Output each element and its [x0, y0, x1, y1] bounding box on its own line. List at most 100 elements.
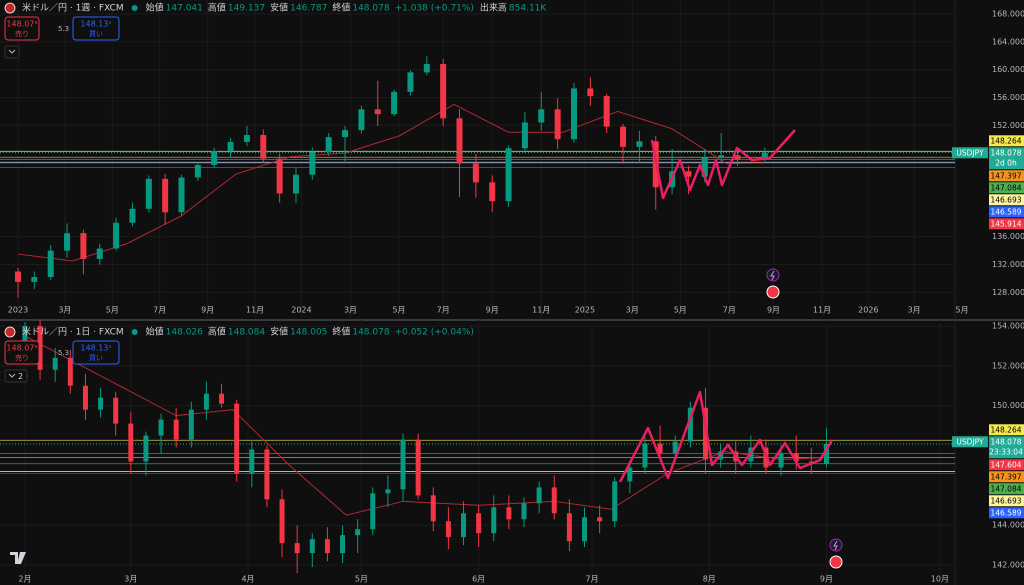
candle-body: [445, 521, 451, 538]
x-tick-label: 5月: [355, 575, 368, 584]
candle-body: [260, 135, 267, 159]
collapse-chevron: [8, 373, 16, 378]
pane: [0, 320, 955, 585]
event-icon[interactable]: [766, 268, 780, 282]
collapse-button[interactable]: [4, 369, 28, 383]
ohlc-label: 終値: [332, 326, 350, 338]
spread: 5.3: [58, 349, 69, 357]
price-tag-bg: [989, 218, 1024, 230]
candle-body: [685, 171, 692, 177]
candle-body: [440, 64, 447, 119]
candle-body: [37, 325, 43, 370]
candle-body: [734, 155, 741, 160]
x-tick-label: 2025: [575, 306, 595, 315]
candle-body: [761, 152, 768, 160]
candle-body: [143, 435, 149, 462]
candle-body: [400, 439, 406, 490]
price-tag: 146.589: [990, 207, 1021, 216]
candle-body: [657, 443, 663, 454]
x-tick-label: 7月: [723, 306, 736, 315]
spread: 5.3: [58, 25, 69, 33]
symbol-icon: [4, 326, 16, 338]
candle-body: [627, 467, 633, 482]
flag-icon[interactable]: [829, 555, 843, 569]
candle-body: [194, 164, 201, 178]
flag-icon[interactable]: [766, 285, 780, 299]
y-tick-label: 156.000: [992, 93, 1024, 102]
logo: [10, 552, 26, 564]
sell-button[interactable]: [4, 340, 40, 365]
y-tick-label: 154.000: [992, 321, 1024, 330]
price-tag-bg: [989, 424, 1024, 436]
candle-body: [276, 158, 283, 194]
candle-body: [423, 64, 430, 73]
drawing[interactable]: [618, 390, 834, 483]
price-tag: 147.084: [990, 183, 1021, 192]
candle-body: [597, 517, 603, 522]
ohlc-label: 始値: [146, 326, 164, 338]
y-tick-label: 128.000: [992, 288, 1024, 297]
candle-body: [702, 407, 708, 460]
collapse-button[interactable]: [4, 45, 20, 59]
candle-body: [551, 487, 557, 514]
candle-body: [14, 271, 21, 282]
candle-body: [211, 151, 218, 165]
candle-body: [234, 403, 240, 474]
candle-body: [173, 419, 179, 440]
candle-body: [52, 357, 58, 370]
candle-body: [203, 393, 209, 410]
sell-price: 148.07⁸: [6, 344, 37, 353]
sell-button[interactable]: [4, 16, 40, 41]
buy-button[interactable]: [72, 340, 120, 365]
buy-label: 買い: [89, 30, 103, 38]
candle-body: [264, 449, 270, 500]
candle-body: [243, 135, 250, 142]
candle-body: [476, 513, 482, 534]
candle-body: [279, 499, 285, 544]
price-tag-bg: [989, 471, 1024, 483]
candle-body: [324, 539, 330, 554]
x-tick-label: 2026: [858, 306, 878, 315]
y-tick-label: 136.000: [992, 232, 1024, 241]
candle-body: [718, 155, 725, 158]
drawing[interactable]: [650, 129, 796, 200]
market-status: [131, 329, 138, 335]
candle-body: [370, 493, 376, 530]
y-tick-label: 152.000: [992, 121, 1024, 130]
price-tag-bg: [989, 182, 1024, 194]
candle-body: [340, 535, 346, 554]
candle-body: [612, 481, 618, 522]
ohlc-value: 148.078: [352, 328, 389, 338]
candle-body: [64, 233, 71, 251]
candle-body: [521, 122, 528, 149]
ohlc-label: 高値: [208, 326, 226, 338]
ohlc-label: 安値: [270, 326, 288, 338]
candle-body: [113, 222, 120, 249]
candle-body: [430, 495, 436, 522]
x-tick-label: 9月: [201, 306, 214, 315]
x-tick-label: 2024: [291, 306, 311, 315]
candle-body: [47, 250, 54, 278]
candle-body: [292, 174, 299, 194]
price-tag-bg: [989, 507, 1024, 519]
sell-price: 148.07⁸: [6, 20, 37, 29]
x-tick-label: 9月: [486, 306, 499, 315]
candle-body: [67, 357, 73, 386]
ohlc-value: 149.137: [228, 4, 265, 14]
x-tick-label: 8月: [703, 575, 716, 584]
x-tick-label: 7月: [153, 306, 166, 315]
x-tick-label: 7月: [437, 306, 450, 315]
candle-body: [489, 182, 496, 202]
x-tick-label: 10月: [931, 575, 949, 584]
x-tick-label: 5月: [674, 306, 687, 315]
countdown: 2d 0h: [995, 158, 1017, 167]
candle-body: [294, 543, 300, 554]
event-icon[interactable]: [829, 538, 843, 552]
ohlc-label: 安値: [270, 2, 288, 14]
candle-body: [506, 507, 512, 520]
buy-button[interactable]: [72, 16, 120, 41]
candle-body: [80, 233, 87, 259]
symbol-tag: USDJPY: [956, 148, 984, 157]
ohlc-label: 始値: [146, 2, 164, 14]
candle-body: [31, 277, 38, 282]
